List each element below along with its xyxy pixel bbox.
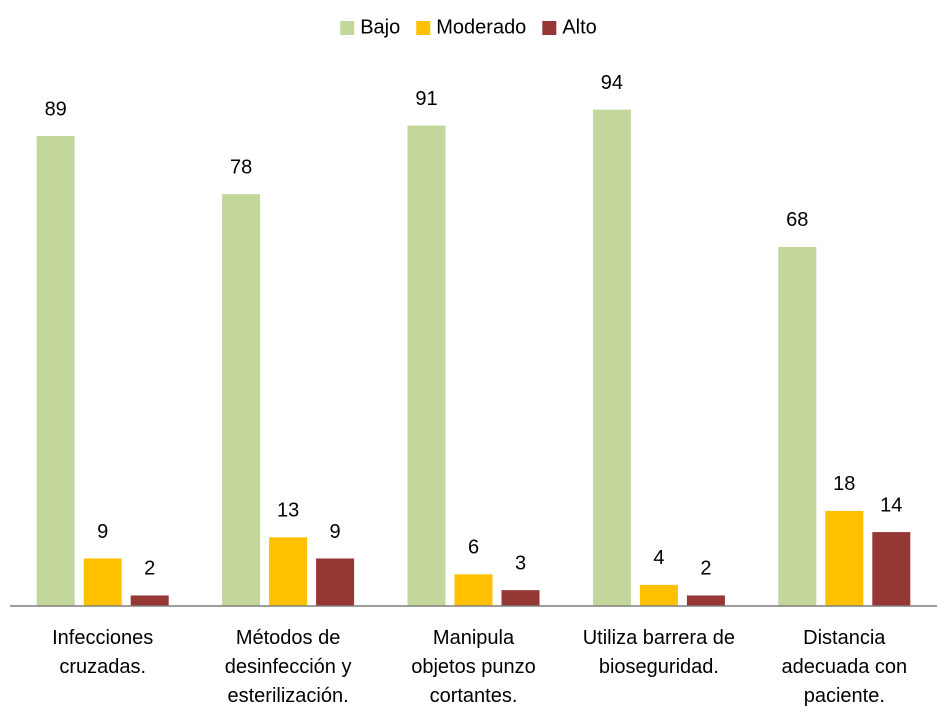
legend-label: Moderado [436,16,526,38]
legend-label: Bajo [360,16,400,38]
value-label: 68 [786,209,808,231]
x-tick-label: Distancia adecuada con paciente. [781,627,908,707]
bar [454,574,493,606]
value-label: 94 [601,72,623,94]
bar [501,590,540,606]
legend-swatch [416,21,431,35]
x-tick-label: Métodos de desinfección y esterilización… [224,627,352,707]
value-label: 3 [515,552,526,574]
value-label: 2 [700,558,711,580]
value-label: 9 [330,521,341,543]
bar [269,537,308,606]
legend-swatch [542,21,557,35]
bar [130,595,169,606]
bar [778,246,817,606]
bar [825,510,864,606]
x-tick-label: Infecciones cruzadas. [52,627,154,678]
value-label: 13 [277,500,299,522]
bar [83,558,122,606]
value-label: 4 [653,547,664,569]
x-tick-label: Manipula objetos punzo cortantes. [411,627,536,707]
value-label: 9 [97,521,108,543]
legend-swatch [340,21,355,35]
bar [639,584,678,606]
value-label: 6 [468,537,479,559]
value-label: 14 [880,494,902,516]
bar [686,595,725,606]
bar [407,125,446,607]
bar [592,109,631,607]
legend-label: Alto [562,16,596,38]
value-label: 91 [415,88,437,110]
x-tick-label: Utiliza barrera de bioseguridad. [582,627,736,678]
value-label: 2 [144,558,155,580]
value-label: 78 [230,156,252,178]
value-label: 89 [45,98,67,120]
bar [872,532,911,606]
bar [316,558,355,606]
bar [222,194,261,606]
value-label: 18 [833,473,855,495]
bar [36,136,75,606]
